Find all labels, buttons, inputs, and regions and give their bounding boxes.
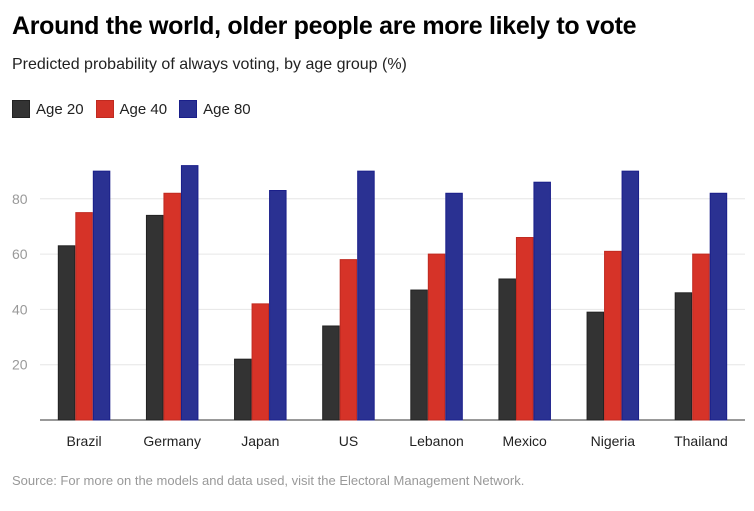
legend-item: Age 80 bbox=[179, 100, 251, 118]
bar bbox=[92, 170, 111, 421]
bar bbox=[709, 192, 728, 421]
bar bbox=[57, 245, 76, 421]
legend: Age 20 Age 40 Age 80 bbox=[12, 100, 251, 118]
legend-swatch bbox=[12, 100, 30, 118]
bar bbox=[427, 253, 446, 421]
bar bbox=[339, 259, 358, 421]
chart-subtitle: Predicted probability of always voting, … bbox=[12, 56, 407, 73]
legend-item: Age 20 bbox=[12, 100, 84, 118]
bar bbox=[163, 192, 181, 421]
bar bbox=[604, 250, 622, 421]
bar bbox=[322, 325, 340, 421]
x-tick-label: Brazil bbox=[67, 433, 102, 449]
bar bbox=[251, 303, 270, 421]
x-tick-label: Thailand bbox=[674, 433, 728, 449]
bar bbox=[533, 181, 551, 421]
bar bbox=[75, 212, 93, 421]
y-tick-label: 80 bbox=[12, 191, 28, 207]
x-tick-label: Japan bbox=[241, 433, 279, 449]
bar bbox=[586, 311, 605, 421]
legend-swatch bbox=[95, 100, 114, 118]
source-note: Source: For more on the models and data … bbox=[12, 473, 525, 488]
x-tick-label: US bbox=[339, 433, 358, 449]
bar bbox=[180, 165, 199, 421]
x-tick-label: Lebanon bbox=[409, 433, 464, 449]
x-tick-label: Nigeria bbox=[591, 433, 636, 449]
bar bbox=[357, 170, 375, 421]
y-tick-label: 40 bbox=[12, 301, 28, 317]
bar bbox=[498, 278, 516, 421]
legend-item: Age 40 bbox=[95, 100, 167, 118]
bar bbox=[515, 237, 534, 421]
legend-swatch bbox=[179, 100, 198, 118]
bar bbox=[234, 358, 252, 421]
bar bbox=[674, 292, 693, 421]
x-tick-label: Germany bbox=[143, 433, 201, 449]
y-tick-label: 60 bbox=[12, 246, 28, 262]
x-tick-label: Mexico bbox=[503, 433, 548, 449]
y-tick-label: 20 bbox=[12, 357, 28, 373]
bar bbox=[145, 214, 164, 421]
chart-title: Around the world, older people are more … bbox=[12, 12, 637, 40]
bar bbox=[445, 192, 463, 421]
bar bbox=[410, 289, 428, 421]
bar bbox=[269, 190, 287, 421]
bar bbox=[692, 253, 710, 421]
bar bbox=[621, 170, 640, 421]
